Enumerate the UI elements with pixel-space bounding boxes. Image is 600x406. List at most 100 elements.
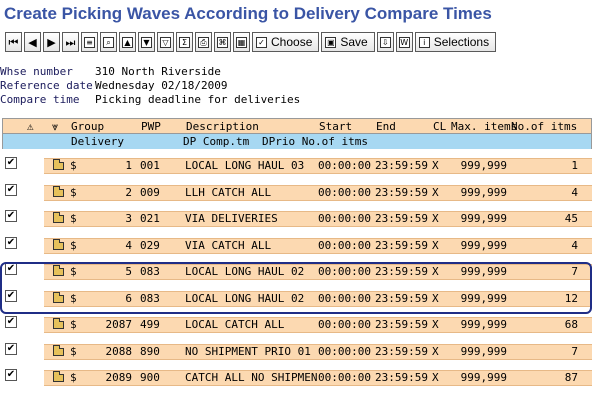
layout-icon: ▦: [236, 36, 247, 48]
first-page-icon: ⏮: [8, 35, 19, 49]
toolbar: ⏮ ◀ ▶ ⏭ ≡ ⌕ ▲ ▼ ▽ Σ ⎙ ⌘ ▦ ✓ Choose ▣ Save …: [5, 32, 497, 52]
folder-icon[interactable]: [53, 265, 64, 276]
folder-icon[interactable]: [53, 159, 64, 170]
column-pwp[interactable]: PWP: [141, 120, 161, 133]
cell-cl: X: [432, 265, 439, 278]
print-button[interactable]: ⎙: [195, 32, 212, 52]
cell-group: 1: [125, 159, 132, 172]
graphic-button[interactable]: ⌘: [214, 32, 231, 52]
filter-button[interactable]: ▽: [157, 32, 174, 52]
cell-end: 23:59:59: [375, 291, 428, 305]
cell-group: 3: [125, 212, 132, 225]
layout-button[interactable]: ▦: [233, 32, 250, 52]
row-checkbox[interactable]: ✔: [5, 157, 17, 169]
table-row[interactable]: ✔ $6 083 LOCAL LONG HAUL 02 00:00:00 23:59:59…: [2, 287, 592, 310]
column-description[interactable]: Description: [186, 120, 259, 133]
row-checkbox[interactable]: ✔: [5, 183, 17, 196]
cell-end: 23:59:59: [375, 318, 428, 331]
column-end[interactable]: End: [376, 120, 396, 133]
cell-no-items: 7: [571, 265, 578, 278]
sort-descending-button[interactable]: ▼: [138, 32, 155, 52]
previous-page-button[interactable]: ◀: [24, 32, 41, 52]
cell-end: 23:59:59: [375, 159, 428, 172]
cell-description: NO SHIPMENT PRIO 01: [185, 344, 311, 358]
column-dp-comp[interactable]: DP Comp.tm: [183, 135, 250, 148]
column-max-items[interactable]: Max. items: [451, 120, 518, 133]
cell-currency: $: [70, 185, 77, 199]
cell-group: 6: [125, 291, 132, 305]
table-row[interactable]: ✔ $4 029 VIA CATCH ALL 00:00:00 23:59:59 X 999,…: [2, 234, 592, 257]
cell-max-items: 999,999: [460, 212, 507, 225]
save-button[interactable]: ▣ Save: [321, 32, 375, 52]
selections-icon: i: [418, 36, 430, 48]
export-button[interactable]: ⇩: [376, 32, 394, 52]
cell-no-items: 4: [571, 185, 578, 199]
cell-start: 00:00:00: [318, 238, 371, 252]
selections-button[interactable]: i Selections: [414, 32, 497, 52]
cell-currency: $: [70, 371, 77, 384]
row-checkbox[interactable]: ✔: [5, 289, 17, 302]
cell-no-items: 7: [571, 344, 578, 358]
row-checkbox[interactable]: ✔: [5, 316, 17, 328]
details-button[interactable]: ≡: [81, 32, 98, 52]
folder-icon[interactable]: [53, 291, 64, 303]
choose-button[interactable]: ✓ Choose: [252, 32, 320, 52]
cell-group: 2088: [105, 344, 133, 358]
row-checkbox[interactable]: ✔: [5, 210, 17, 222]
column-cl[interactable]: CL: [433, 120, 447, 133]
sort-ascending-button[interactable]: ▲: [119, 32, 136, 52]
find-button[interactable]: ⌕: [100, 32, 117, 52]
table-row[interactable]: ✔ $3 021 VIA DELIVERIES 00:00:00 23:59:59 X 999…: [2, 207, 592, 230]
details-icon: ≡: [84, 36, 95, 48]
row-checkbox[interactable]: ✔: [5, 236, 17, 249]
folder-icon[interactable]: [53, 185, 64, 197]
cell-cl: X: [432, 318, 439, 331]
reference-date-row: Reference date Wednesday 02/18/2009: [0, 79, 300, 93]
cell-end: 23:59:59: [375, 344, 428, 358]
cell-max-items: 999,999: [460, 238, 507, 252]
cell-max-items: 999,999: [460, 291, 507, 305]
choose-label: Choose: [271, 35, 313, 49]
table-row[interactable]: ✔ $2088 890 NO SHIPMENT PRIO 01 00:00:00 23:5…: [2, 340, 592, 363]
first-page-button[interactable]: ⏮: [5, 32, 22, 52]
row-checkbox[interactable]: ✔: [5, 342, 17, 355]
folder-icon[interactable]: [53, 344, 64, 356]
compare-time-label: Compare time: [0, 93, 80, 106]
table-row[interactable]: ✔ $1 001 LOCAL LONG HAUL 03 00:00:00 23:59:59…: [2, 154, 592, 177]
cell-start: 00:00:00: [318, 265, 371, 278]
column-dprio[interactable]: DPrio No.of itms: [262, 135, 368, 148]
next-page-button[interactable]: ▶: [43, 32, 60, 52]
cell-cl: X: [432, 159, 439, 172]
folder-icon[interactable]: [53, 318, 64, 329]
folder-icon[interactable]: [53, 238, 64, 250]
folder-icon[interactable]: [53, 371, 64, 382]
reference-date-value: Wednesday 02/18/2009: [95, 79, 228, 92]
table-row[interactable]: ✔ $2 009 LLH CATCH ALL 00:00:00 23:59:59 X 999,…: [2, 181, 592, 204]
table-row[interactable]: ✔ $2087 499 LOCAL CATCH ALL 00:00:00 23:59:59…: [2, 313, 592, 336]
folder-icon[interactable]: [53, 212, 64, 223]
sort-ascending-icon: ▲: [122, 36, 133, 48]
last-page-button[interactable]: ⏭: [62, 32, 79, 52]
column-start[interactable]: Start: [319, 120, 353, 133]
sort-descending-icon: ▼: [141, 36, 152, 48]
table-row[interactable]: ✔ $2089 900 CATCH ALL NO SHIPMEN 00:00:00 23:…: [2, 366, 592, 389]
row-background: [44, 370, 592, 386]
column-delivery[interactable]: Delivery: [71, 135, 124, 148]
cell-group: 2: [125, 185, 132, 199]
cell-cl: X: [432, 371, 439, 384]
last-page-icon: ⏭: [65, 35, 76, 49]
selection-highlight: [0, 262, 592, 314]
column-no-items[interactable]: No.of itms: [511, 120, 578, 133]
expand-all-icon[interactable]: ⩔: [52, 120, 59, 133]
filter-icon: ▽: [160, 36, 171, 48]
cell-start: 00:00:00: [318, 344, 371, 358]
total-button[interactable]: Σ: [176, 32, 193, 52]
save-icon: ▣: [325, 36, 337, 48]
column-group[interactable]: Group: [71, 120, 105, 133]
row-checkbox[interactable]: ✔: [5, 369, 17, 381]
wave-table: ⚠ ⩔ Group PWP Description Start End CL M…: [2, 118, 592, 149]
word-processing-button[interactable]: W: [395, 32, 413, 52]
compare-time-row: Compare time Picking deadline for delive…: [0, 93, 300, 107]
warehouse-label: Whse number: [0, 65, 73, 78]
table-row[interactable]: ✔ $5 083 LOCAL LONG HAUL 02 00:00:00 23:59:59…: [2, 260, 592, 283]
